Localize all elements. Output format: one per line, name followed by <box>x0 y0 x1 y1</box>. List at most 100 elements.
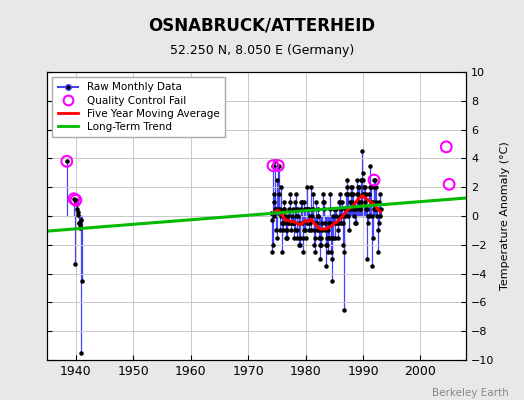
Point <box>272 234 281 241</box>
Point <box>322 263 330 270</box>
Point <box>357 177 366 183</box>
Point <box>374 249 383 255</box>
Point <box>282 227 291 234</box>
Point <box>343 184 351 190</box>
Point <box>351 206 359 212</box>
Point <box>335 198 343 205</box>
Point <box>285 220 293 226</box>
Point <box>326 220 335 226</box>
Point <box>316 242 324 248</box>
Point <box>346 184 355 190</box>
Point <box>336 198 345 205</box>
Point <box>299 234 307 241</box>
Point <box>71 260 79 267</box>
Point <box>321 220 329 226</box>
Point <box>376 191 384 198</box>
Point <box>340 306 348 313</box>
Point <box>311 234 319 241</box>
Point <box>342 191 351 198</box>
Point <box>369 184 378 190</box>
Point <box>290 220 298 226</box>
Point <box>322 242 330 248</box>
Point <box>328 256 336 262</box>
Point <box>280 198 288 205</box>
Point <box>370 206 379 212</box>
Point <box>310 249 319 255</box>
Point <box>366 162 374 169</box>
Point <box>321 227 330 234</box>
Point <box>268 242 277 248</box>
Point <box>267 210 275 216</box>
Point <box>302 234 310 241</box>
Point <box>303 220 312 226</box>
Point <box>310 242 319 248</box>
Point <box>72 197 80 203</box>
Point <box>312 220 321 226</box>
Point <box>291 227 299 234</box>
Point <box>306 213 314 219</box>
Point <box>344 213 352 219</box>
Point <box>73 208 82 215</box>
Point <box>72 197 80 203</box>
Point <box>275 191 283 198</box>
Point <box>330 220 339 226</box>
Point <box>330 206 338 212</box>
Point <box>350 206 358 212</box>
Point <box>359 177 368 183</box>
Point <box>318 227 326 234</box>
Point <box>273 177 281 183</box>
Point <box>364 213 373 219</box>
Point <box>370 177 378 183</box>
Legend: Raw Monthly Data, Quality Control Fail, Five Year Moving Average, Long-Term Tren: Raw Monthly Data, Quality Control Fail, … <box>52 77 225 137</box>
Point <box>307 184 315 190</box>
Point <box>274 162 282 169</box>
Point <box>442 144 451 150</box>
Point <box>270 213 279 219</box>
Point <box>271 206 279 212</box>
Point <box>357 177 365 183</box>
Point <box>376 206 385 212</box>
Point <box>74 211 82 218</box>
Point <box>296 242 304 248</box>
Point <box>348 184 356 190</box>
Point <box>285 206 293 212</box>
Point <box>373 206 381 212</box>
Point <box>310 227 318 234</box>
Point <box>373 213 381 219</box>
Point <box>356 206 364 212</box>
Point <box>320 198 329 205</box>
Point <box>272 227 280 234</box>
Point <box>337 220 345 226</box>
Point <box>77 217 85 224</box>
Point <box>372 198 380 205</box>
Point <box>376 213 385 219</box>
Point <box>319 191 328 198</box>
Point <box>309 191 317 198</box>
Point <box>336 213 344 219</box>
Point <box>300 227 308 234</box>
Point <box>281 213 289 219</box>
Point <box>76 222 84 228</box>
Point <box>267 217 276 224</box>
Point <box>375 220 383 226</box>
Point <box>361 198 369 205</box>
Point <box>276 206 284 212</box>
Point <box>445 181 453 188</box>
Point <box>313 213 322 219</box>
Point <box>300 198 308 205</box>
Point <box>73 201 81 208</box>
Point <box>332 213 340 219</box>
Point <box>368 263 376 270</box>
Point <box>372 177 380 183</box>
Point <box>298 220 307 226</box>
Point <box>370 177 378 183</box>
Point <box>279 206 288 212</box>
Point <box>361 184 369 190</box>
Point <box>362 206 370 212</box>
Point <box>278 249 286 255</box>
Point <box>74 220 83 226</box>
Point <box>341 206 350 212</box>
Point <box>363 206 371 212</box>
Point <box>301 206 309 212</box>
Point <box>327 249 335 255</box>
